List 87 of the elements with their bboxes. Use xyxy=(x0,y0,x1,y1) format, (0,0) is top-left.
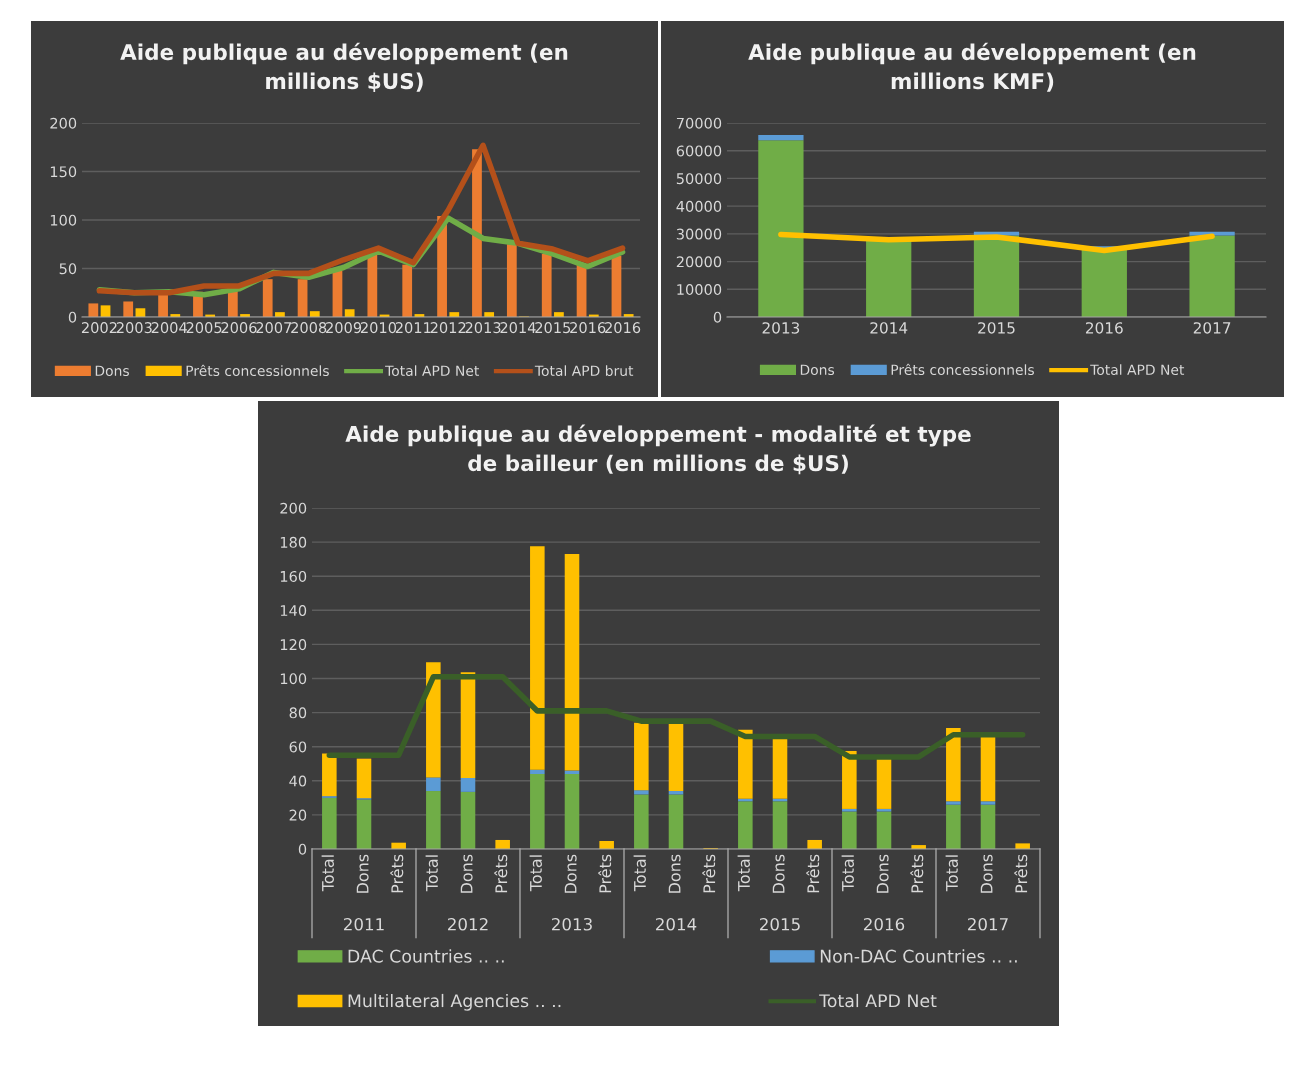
legend-label: Total APD brut xyxy=(534,365,634,377)
x-tick-label: Dons xyxy=(668,854,681,893)
y-tick-label: 0 xyxy=(298,843,307,855)
x-tick-label: Total xyxy=(737,855,750,892)
y-tick-label: 100 xyxy=(280,673,307,685)
y-tick-label: 20000 xyxy=(676,256,722,268)
y-tick-label: 80 xyxy=(289,707,307,719)
y-tick-label: 70000 xyxy=(676,117,722,129)
y-tick-label: 160 xyxy=(280,570,307,582)
chart-title: Aide publique au développement - modalité et type de bailleur (en millions de $US) xyxy=(345,424,971,475)
x-tick-label: 2002 xyxy=(81,322,117,334)
legend-label: DAC Countries .. .. xyxy=(348,949,504,963)
x-tick-label: 2015 xyxy=(535,322,571,334)
legend-label: Total APD Net xyxy=(385,365,479,377)
chart-title: Aide publique au développement (en millions $US) xyxy=(120,42,568,93)
x-tick-label: 2017 xyxy=(1193,322,1231,334)
text: 2017 xyxy=(968,917,1008,931)
y-tick-label: 60000 xyxy=(676,145,722,157)
y-tick-label: 200 xyxy=(280,502,307,514)
x-tick-label: Prêts xyxy=(806,854,820,893)
y-tick-label: 100 xyxy=(50,214,77,226)
y-tick-label: 0 xyxy=(713,311,722,323)
y-tick-label: 180 xyxy=(280,536,307,548)
x-tick-label: 2015 xyxy=(978,322,1015,334)
x-tick-label: Dons xyxy=(460,854,473,893)
y-tick-label: 50000 xyxy=(676,173,722,185)
x-tick-label: 2006 xyxy=(221,322,257,334)
x-tick-label: Prêts xyxy=(910,854,924,893)
y-tick-label: 40 xyxy=(289,775,307,787)
y-tick-label: 10000 xyxy=(677,284,722,296)
x-tick-label: 2004 xyxy=(151,322,187,334)
legend-label: Total APD Net xyxy=(1090,364,1185,376)
x-tick-label: Dons xyxy=(772,854,785,893)
x-tick-label: 2011 xyxy=(395,322,431,334)
x-tick-label: Total xyxy=(321,855,334,892)
x-tick-label: 2008 xyxy=(291,322,327,334)
y-tick-label: 30000 xyxy=(676,228,722,240)
y-tick-label: 200 xyxy=(50,117,77,129)
x-tick-label: Prêts xyxy=(390,854,404,893)
legend-label: Dons xyxy=(95,365,129,377)
x-tick-label: 2016 xyxy=(605,322,641,334)
text: 2013 xyxy=(552,917,592,931)
x-tick-label: Total xyxy=(529,855,542,892)
x-tick-label: Dons xyxy=(876,854,889,893)
x-tick-label: Total xyxy=(841,855,854,892)
y-tick-label: 20 xyxy=(289,809,307,821)
text: 2011 xyxy=(344,917,384,931)
x-tick-label: 2016 xyxy=(570,322,606,334)
y-tick-label: 150 xyxy=(50,166,77,178)
text: 2016 xyxy=(864,917,905,931)
legend-label: Prêts concessionnels xyxy=(186,364,329,377)
x-tick-label: Prêts xyxy=(702,854,716,893)
x-tick-label: Total xyxy=(425,855,438,892)
y-tick-label: 140 xyxy=(280,605,307,617)
y-tick-label: 0 xyxy=(68,311,77,323)
x-tick-label: Prêts xyxy=(598,854,612,893)
x-tick-label: 2005 xyxy=(186,322,222,334)
y-tick-label: 120 xyxy=(280,639,307,651)
x-tick-label: Total xyxy=(945,855,958,892)
x-tick-label: 2013 xyxy=(762,322,800,334)
x-tick-label: Total xyxy=(633,855,646,892)
legend-label: Total APD Net xyxy=(819,993,937,1008)
x-tick-label: Dons xyxy=(564,854,577,893)
x-tick-label: 2014 xyxy=(870,322,908,334)
text: 2014 xyxy=(656,917,697,931)
x-tick-label: 2016 xyxy=(1085,322,1123,334)
y-tick-label: 60 xyxy=(289,741,307,753)
y-tick-label: 40000 xyxy=(676,200,722,212)
y-tick-label: 50 xyxy=(59,263,77,275)
legend-label: Multilateral Agencies .. .. xyxy=(348,993,561,1011)
x-tick-label: 2010 xyxy=(360,322,397,334)
x-tick-label: 2012 xyxy=(430,322,466,334)
x-tick-label: Dons xyxy=(980,854,993,893)
legend-label: Prêts concessionnels xyxy=(891,363,1034,376)
text: 2012 xyxy=(448,917,488,931)
x-tick-label: Prêts xyxy=(1014,854,1028,893)
x-tick-label: Dons xyxy=(356,854,369,893)
x-tick-label: 2014 xyxy=(500,322,536,334)
chart-title: Aide publique au développement (en millions KMF) xyxy=(748,42,1196,92)
text: 2015 xyxy=(760,917,800,931)
x-tick-label: 2009 xyxy=(326,322,362,334)
legend-label: Dons xyxy=(800,364,835,376)
x-tick-label: 2003 xyxy=(116,322,152,334)
x-tick-label: 2007 xyxy=(256,322,292,334)
legend-label: Non-DAC Countries .. .. xyxy=(820,949,1017,963)
x-tick-label: 2013 xyxy=(465,322,501,334)
x-tick-label: Prêts xyxy=(494,854,508,893)
